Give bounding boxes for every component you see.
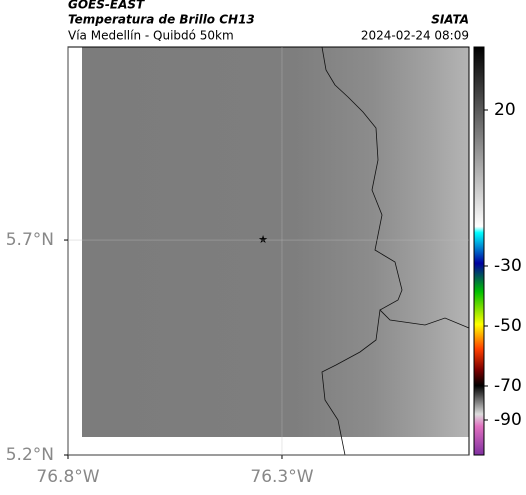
title: GOES-EAST bbox=[68, 0, 145, 12]
x-tick-label: 76.8°W bbox=[36, 467, 99, 487]
temperature-field bbox=[82, 47, 469, 437]
y-tick-label: 5.2°N bbox=[6, 445, 54, 465]
source: SIATA bbox=[431, 13, 469, 27]
boundary bbox=[321, 46, 470, 329]
colorbar-label: -30 bbox=[494, 256, 522, 276]
colorbar-label: -70 bbox=[494, 376, 522, 396]
colorbar bbox=[473, 46, 485, 456]
location-marker: ★ bbox=[258, 233, 268, 246]
colorbar-label: -50 bbox=[494, 316, 522, 336]
y-tick-label: 5.7°N bbox=[6, 230, 54, 250]
x-tick-label: 76.3°W bbox=[250, 467, 313, 487]
boundary bbox=[321, 309, 381, 456]
datetime: 2024-02-24 08:09 bbox=[361, 29, 469, 43]
colorbar-label: -90 bbox=[494, 410, 522, 430]
colorbar-label: 20 bbox=[494, 100, 516, 120]
route: Vía Medellín - Quibdó 50km bbox=[68, 29, 234, 43]
subtitle: Temperatura de Brillo CH13 bbox=[68, 13, 255, 27]
